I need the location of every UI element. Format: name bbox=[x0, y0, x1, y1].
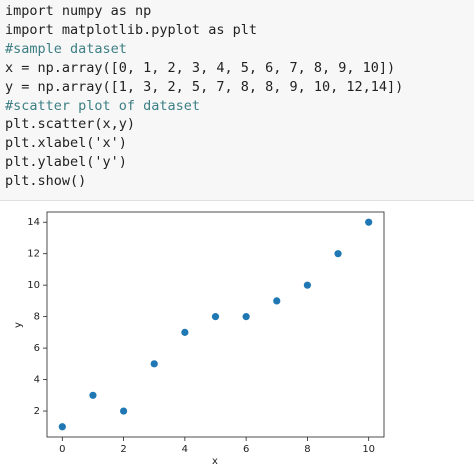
scatter-point bbox=[242, 313, 250, 321]
y-tick-label: 4 bbox=[34, 375, 40, 386]
code-line: plt.scatter(x,y) bbox=[5, 116, 136, 133]
y-tick-label: 10 bbox=[27, 280, 40, 291]
code-line: import numpy as np bbox=[5, 3, 152, 19]
code-line: y = np.array([1, 3, 2, 5, 7, 8, 8, 9, 10… bbox=[5, 78, 404, 95]
x-axis-label: x bbox=[212, 456, 218, 467]
scatter-point bbox=[181, 328, 189, 336]
scatter-point bbox=[58, 423, 66, 431]
x-tick-label: 10 bbox=[362, 444, 375, 455]
scatter-point bbox=[119, 407, 128, 415]
scatter-point bbox=[211, 313, 220, 321]
code-line: #scatter plot of dataset bbox=[5, 97, 201, 114]
scatter-point bbox=[150, 360, 158, 368]
scatter-point bbox=[334, 250, 342, 258]
code-cell: import numpy as np import matplotlib.pypl… bbox=[0, 0, 474, 201]
code-line: x = np.array([0, 1, 2, 3, 4, 5, 6, 7, 8,… bbox=[5, 59, 396, 76]
x-tick-label: 2 bbox=[120, 444, 126, 455]
scatter-point bbox=[365, 218, 373, 226]
code-line: plt.show() bbox=[5, 173, 87, 190]
x-tick-label: 4 bbox=[182, 444, 188, 455]
scatter-point bbox=[273, 297, 281, 305]
y-tick-label: 8 bbox=[34, 312, 40, 323]
y-tick-label: 12 bbox=[27, 249, 40, 260]
x-tick-label: 0 bbox=[59, 444, 65, 455]
scatter-point bbox=[303, 281, 312, 289]
scatter-point bbox=[89, 391, 97, 399]
y-tick-label: 14 bbox=[27, 217, 40, 228]
x-tick-label: 6 bbox=[243, 444, 249, 455]
y-tick-label: 2 bbox=[34, 406, 40, 417]
code-line: plt.xlabel('x') bbox=[5, 135, 127, 152]
x-tick-label: 8 bbox=[304, 444, 310, 455]
code-line: #sample dataset bbox=[5, 40, 127, 57]
axes-frame bbox=[46, 211, 385, 438]
y-axis-label: y bbox=[13, 322, 24, 328]
y-tick-label: 6 bbox=[34, 343, 40, 354]
code-line: import matplotlib.pyplot as plt bbox=[5, 21, 257, 38]
code-line: plt.ylabel('y') bbox=[5, 154, 127, 171]
